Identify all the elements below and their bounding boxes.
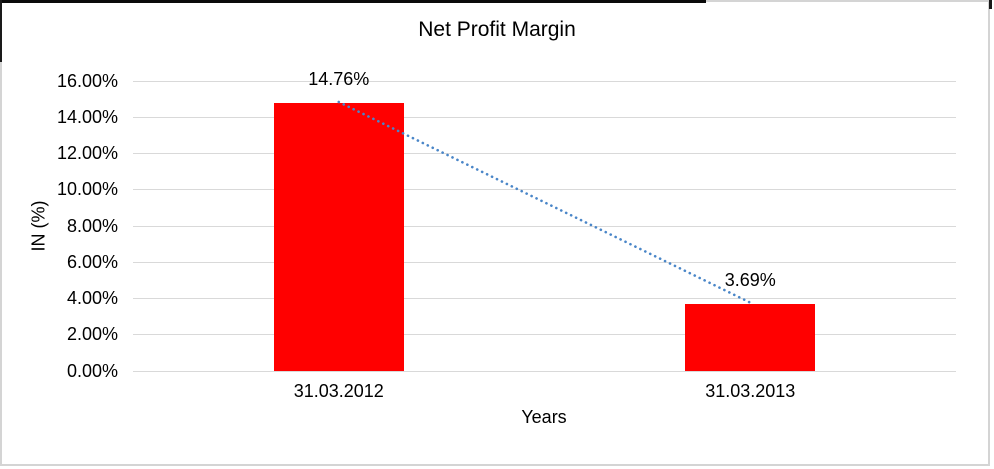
gridline: [133, 370, 956, 372]
y-axis-tick-label: 16.00%: [56, 70, 118, 91]
gridline: [133, 225, 956, 227]
gridline: [133, 261, 956, 263]
gridline: [133, 116, 956, 118]
gridline: [133, 334, 956, 336]
x-axis-title: Years: [521, 407, 567, 427]
gridline: [133, 153, 956, 154]
y-axis-tick-label: 14.00%: [56, 106, 118, 127]
plot-area: 14.76% 31.03.2012 3.69% 31.03.2013: [133, 69, 956, 401]
border-accent-left: [0, 0, 2, 62]
y-axis-tick-label: 0.00%: [66, 360, 118, 381]
y-axis-tick-label: 4.00%: [66, 288, 118, 308]
trendline: [337, 100, 752, 304]
y-axis-tick-label: 6.00%: [66, 251, 118, 272]
border-accent-top: [0, 0, 706, 3]
trendline-segment: [337, 100, 752, 304]
gridline: [133, 189, 956, 191]
chart-title: Net Profit Margin: [418, 18, 576, 41]
bar-value-label: 14.76%: [308, 69, 370, 90]
bar-value-label: 3.69%: [724, 270, 776, 291]
bar: [273, 103, 404, 371]
y-axis-tick-label: 10.00%: [56, 179, 118, 200]
y-axis-tick-label: 8.00%: [66, 215, 118, 236]
gridline: [133, 298, 956, 299]
x-axis-category-label: 31.03.2013: [705, 381, 796, 401]
x-axis-category-label: 31.03.2012: [293, 381, 384, 401]
y-axis-tick-label: 2.00%: [66, 324, 118, 345]
bar: [685, 304, 816, 371]
y-axis-tick-label: 12.00%: [56, 143, 118, 163]
gridline: [133, 80, 956, 82]
border-accent-right-tick: [989, 0, 992, 9]
